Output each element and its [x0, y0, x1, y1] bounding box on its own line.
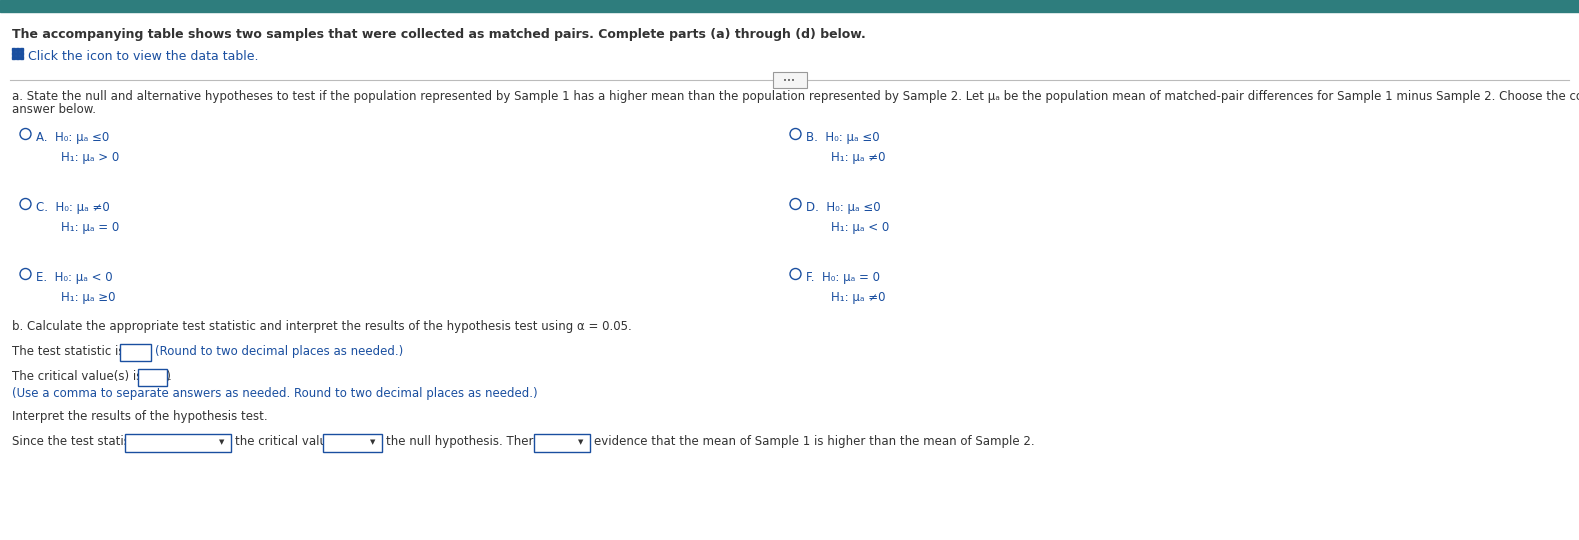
Text: ▼: ▼ [578, 439, 584, 445]
Text: A.  H₀: μₐ ≤0: A. H₀: μₐ ≤0 [36, 131, 109, 144]
FancyBboxPatch shape [125, 434, 231, 451]
Bar [13, 56, 14, 59]
Text: H₁: μₐ ≥0: H₁: μₐ ≥0 [62, 291, 115, 304]
Text: C.  H₀: μₐ ≠0: C. H₀: μₐ ≠0 [36, 201, 111, 214]
FancyBboxPatch shape [137, 368, 166, 386]
Bar [16, 56, 19, 59]
Text: The test statistic is: The test statistic is [13, 345, 125, 358]
Text: H₁: μₐ ≠0: H₁: μₐ ≠0 [831, 151, 886, 164]
Bar [21, 56, 24, 59]
Text: ▼: ▼ [371, 439, 376, 445]
Text: (Use a comma to separate answers as needed. Round to two decimal places as neede: (Use a comma to separate answers as need… [13, 387, 537, 400]
Text: (Round to two decimal places as needed.): (Round to two decimal places as needed.) [155, 345, 403, 358]
Text: the null hypothesis. There is: the null hypothesis. There is [385, 435, 554, 448]
Text: B.  H₀: μₐ ≤0: B. H₀: μₐ ≤0 [805, 131, 880, 144]
Text: answer below.: answer below. [13, 103, 96, 116]
Bar [16, 48, 19, 51]
Bar [0, 0, 1579, 12]
Text: Interpret the results of the hypothesis test.: Interpret the results of the hypothesis … [13, 410, 267, 423]
Text: H₁: μₐ ≠0: H₁: μₐ ≠0 [831, 291, 886, 304]
FancyBboxPatch shape [772, 72, 807, 88]
Text: .: . [167, 370, 172, 383]
Text: evidence that the mean of Sample 1 is higher than the mean of Sample 2.: evidence that the mean of Sample 1 is hi… [594, 435, 1034, 448]
Bar [21, 52, 24, 55]
Text: E.  H₀: μₐ < 0: E. H₀: μₐ < 0 [36, 271, 112, 284]
FancyBboxPatch shape [534, 434, 589, 451]
Bar [13, 48, 14, 51]
Text: H₁: μₐ = 0: H₁: μₐ = 0 [62, 221, 120, 234]
Bar [13, 52, 14, 55]
Text: H₁: μₐ < 0: H₁: μₐ < 0 [831, 221, 889, 234]
Text: The critical value(s) is(are): The critical value(s) is(are) [13, 370, 171, 383]
FancyBboxPatch shape [120, 343, 150, 361]
Text: •••: ••• [783, 78, 796, 84]
Text: Since the test statistic: Since the test statistic [13, 435, 144, 448]
Bar [21, 48, 24, 51]
Text: The accompanying table shows two samples that were collected as matched pairs. C: The accompanying table shows two samples… [13, 28, 865, 41]
Text: Click the icon to view the data table.: Click the icon to view the data table. [28, 50, 259, 63]
Text: F.  H₀: μₐ = 0: F. H₀: μₐ = 0 [805, 271, 880, 284]
Text: H₁: μₐ > 0: H₁: μₐ > 0 [62, 151, 120, 164]
Text: the critical value(s),: the critical value(s), [235, 435, 354, 448]
Text: b. Calculate the appropriate test statistic and interpret the results of the hyp: b. Calculate the appropriate test statis… [13, 320, 632, 333]
FancyBboxPatch shape [322, 434, 382, 451]
Text: D.  H₀: μₐ ≤0: D. H₀: μₐ ≤0 [805, 201, 881, 214]
Text: a. State the null and alternative hypotheses to test if the population represent: a. State the null and alternative hypoth… [13, 90, 1579, 103]
Text: ▼: ▼ [219, 439, 224, 445]
Bar [16, 52, 19, 55]
